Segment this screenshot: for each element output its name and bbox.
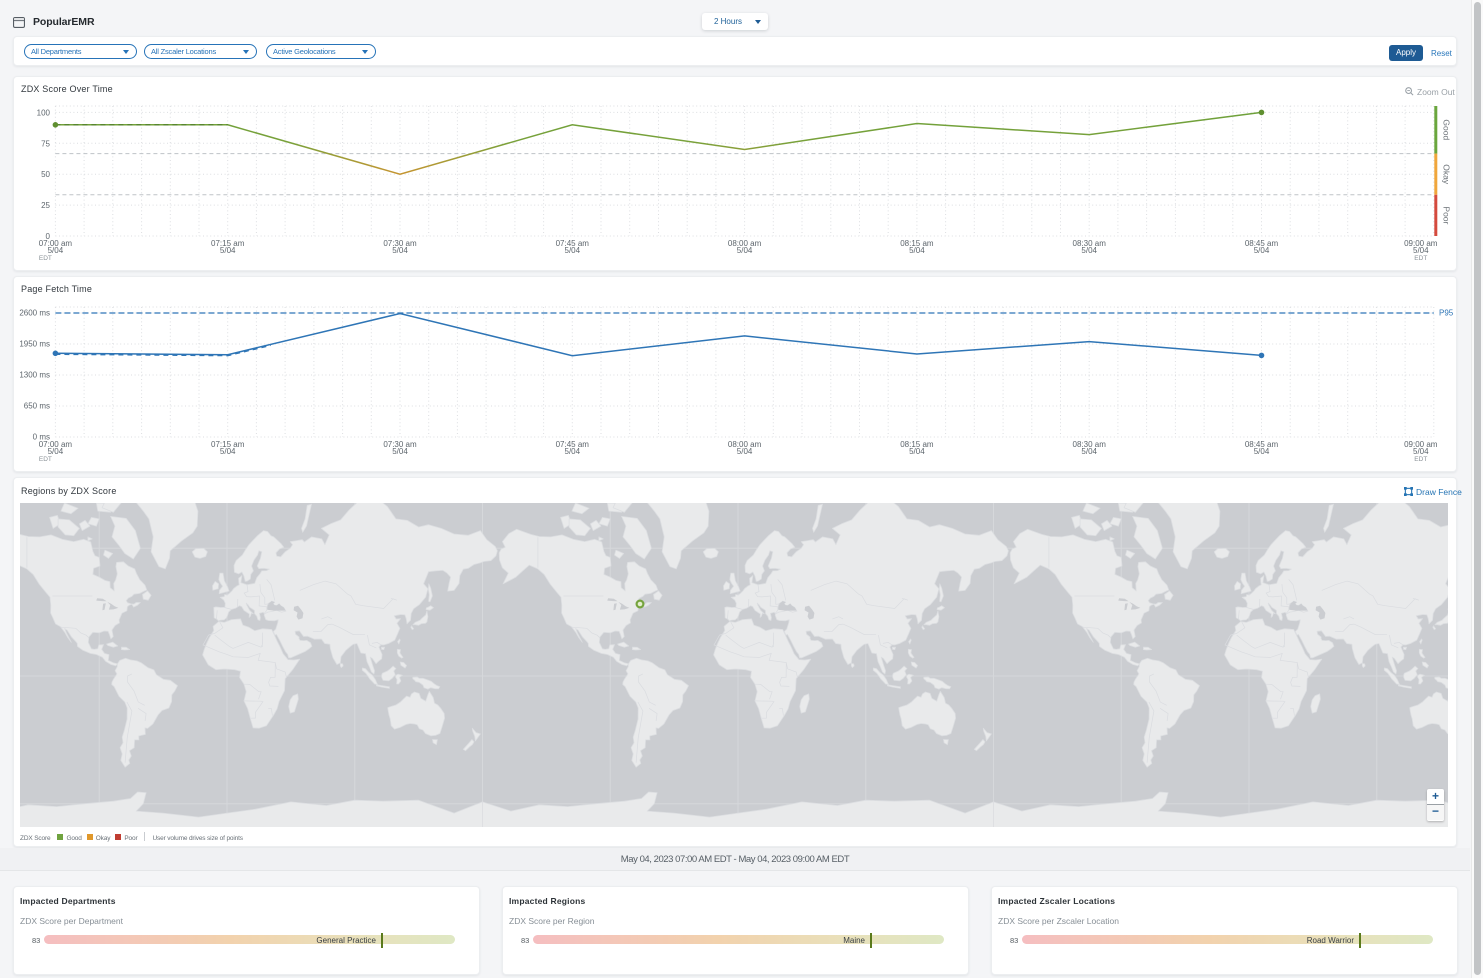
svg-text:09:00 am: 09:00 am xyxy=(1404,239,1438,248)
svg-text:1950 ms: 1950 ms xyxy=(19,340,50,349)
svg-text:75: 75 xyxy=(41,139,50,148)
svg-text:07:15 am: 07:15 am xyxy=(211,239,245,248)
svg-text:EDT: EDT xyxy=(39,456,52,463)
svg-text:5/04: 5/04 xyxy=(737,246,753,255)
svg-text:5/04: 5/04 xyxy=(220,246,236,255)
svg-text:EDT: EDT xyxy=(1414,255,1427,262)
svg-text:5/04: 5/04 xyxy=(737,447,753,456)
svg-text:5/04: 5/04 xyxy=(1413,246,1429,255)
svg-text:0 ms: 0 ms xyxy=(33,433,50,442)
svg-text:07:45 am: 07:45 am xyxy=(556,440,590,449)
svg-text:5/04: 5/04 xyxy=(1413,447,1429,456)
svg-text:5/04: 5/04 xyxy=(48,246,64,255)
svg-text:09:00 am: 09:00 am xyxy=(1404,440,1438,449)
svg-text:50: 50 xyxy=(41,170,50,179)
svg-text:08:15 am: 08:15 am xyxy=(900,239,934,248)
svg-text:5/04: 5/04 xyxy=(1254,246,1270,255)
svg-text:5/04: 5/04 xyxy=(220,447,236,456)
svg-text:07:00 am: 07:00 am xyxy=(39,440,73,449)
svg-text:2600 ms: 2600 ms xyxy=(19,309,50,318)
svg-text:Okay: Okay xyxy=(1441,164,1451,185)
svg-text:25: 25 xyxy=(41,201,50,210)
svg-text:08:00 am: 08:00 am xyxy=(728,239,762,248)
svg-text:Poor: Poor xyxy=(1441,206,1451,224)
svg-text:08:00 am: 08:00 am xyxy=(728,440,762,449)
svg-text:07:30 am: 07:30 am xyxy=(383,440,417,449)
svg-text:07:00 am: 07:00 am xyxy=(39,239,73,248)
svg-text:5/04: 5/04 xyxy=(1254,447,1270,456)
svg-text:07:45 am: 07:45 am xyxy=(556,239,590,248)
svg-text:5/04: 5/04 xyxy=(909,246,925,255)
svg-text:5/04: 5/04 xyxy=(565,246,581,255)
svg-text:08:30 am: 08:30 am xyxy=(1073,239,1107,248)
svg-text:1300 ms: 1300 ms xyxy=(19,371,50,380)
svg-text:5/04: 5/04 xyxy=(909,447,925,456)
svg-text:5/04: 5/04 xyxy=(1081,447,1097,456)
svg-text:EDT: EDT xyxy=(39,255,52,262)
svg-text:Good: Good xyxy=(1441,119,1451,140)
svg-text:08:45 am: 08:45 am xyxy=(1245,239,1279,248)
svg-text:5/04: 5/04 xyxy=(392,246,408,255)
svg-text:EDT: EDT xyxy=(1414,456,1427,463)
svg-text:08:45 am: 08:45 am xyxy=(1245,440,1279,449)
svg-text:5/04: 5/04 xyxy=(48,447,64,456)
svg-text:0: 0 xyxy=(46,232,51,241)
svg-text:5/04: 5/04 xyxy=(392,447,408,456)
svg-text:08:15 am: 08:15 am xyxy=(900,440,934,449)
svg-text:100: 100 xyxy=(37,108,51,117)
svg-text:5/04: 5/04 xyxy=(565,447,581,456)
svg-text:07:30 am: 07:30 am xyxy=(383,239,417,248)
svg-text:650 ms: 650 ms xyxy=(24,402,50,411)
svg-text:08:30 am: 08:30 am xyxy=(1073,440,1107,449)
svg-text:5/04: 5/04 xyxy=(1081,246,1097,255)
svg-text:07:15 am: 07:15 am xyxy=(211,440,245,449)
svg-text:P95: P95 xyxy=(1439,309,1454,318)
